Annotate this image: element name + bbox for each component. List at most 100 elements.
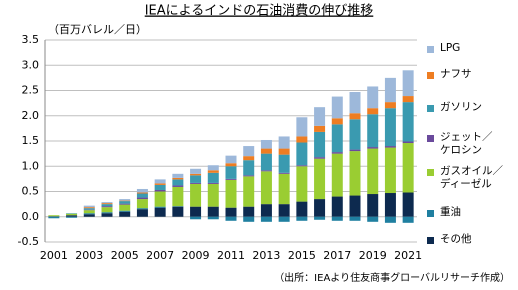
bar-segment <box>136 209 148 217</box>
bar-segment <box>243 175 255 177</box>
bar-segment <box>296 201 308 217</box>
bar-segment <box>278 204 290 217</box>
bar-segment <box>154 183 166 185</box>
legend-label: ガソリン <box>440 101 482 113</box>
legend-label: ジェット／ ケロシン <box>440 131 493 156</box>
bar-segment <box>314 199 326 217</box>
bar-segment <box>154 189 166 192</box>
bar-segment <box>296 166 308 202</box>
bar-segment <box>207 165 219 171</box>
bar-segment <box>243 156 255 161</box>
bar-segment <box>207 170 219 173</box>
x-tick-label: 2011 <box>217 249 245 262</box>
bar-segment <box>331 118 343 125</box>
bar-segment <box>190 216 202 220</box>
bar-segment <box>172 186 184 207</box>
bar-segment <box>172 173 184 178</box>
bar-segment <box>314 157 326 159</box>
x-tick-label: 2007 <box>146 249 174 262</box>
y-tick-label: 3.5 <box>22 33 40 46</box>
y-axis-label: （百万バレル／日） <box>48 23 147 36</box>
bar-segment <box>278 173 290 205</box>
bar-segment <box>101 204 113 207</box>
bar-segment <box>349 92 361 114</box>
bar-segment <box>66 213 78 214</box>
bar-segment <box>190 183 202 207</box>
bar-segment <box>225 163 237 167</box>
bar-segment <box>83 214 95 217</box>
legend-swatch <box>427 169 434 176</box>
bar-segment <box>243 160 255 176</box>
bar-segment <box>296 117 308 137</box>
bar-segment <box>243 146 255 157</box>
x-tick-label: 2015 <box>288 249 316 262</box>
bar-segment <box>260 148 272 154</box>
bar-segment <box>296 216 308 221</box>
bar-segment <box>331 216 343 221</box>
bar-segment <box>402 102 414 142</box>
bar-segment <box>384 102 396 109</box>
bar-segment <box>119 200 131 202</box>
bar-segment <box>119 204 131 211</box>
bar-segment <box>119 203 131 205</box>
bar-segment <box>136 208 148 210</box>
bar-segment <box>207 216 219 220</box>
bar-segment <box>260 153 272 171</box>
bar-segment <box>402 141 414 144</box>
bar-segment <box>331 196 343 217</box>
bar-segment <box>278 172 290 174</box>
bar-segment <box>66 213 78 216</box>
bar-segment <box>331 153 343 197</box>
bar-segment <box>83 208 95 210</box>
bar-segment <box>225 166 237 179</box>
x-tick-label: 2019 <box>359 249 387 262</box>
x-tick-label: 2017 <box>323 249 351 262</box>
bar-segment <box>367 216 379 222</box>
bar-segment <box>260 204 272 217</box>
x-tick-label: 2021 <box>394 249 422 262</box>
x-tick-label: 2009 <box>182 249 210 262</box>
bar-segment <box>101 203 113 205</box>
bar-segment <box>384 193 396 217</box>
bar-segment <box>101 206 113 208</box>
bar-segment <box>367 147 379 149</box>
x-tick-label: 2005 <box>111 249 139 262</box>
bar-segment <box>101 212 113 214</box>
legend-label: その他 <box>440 233 472 245</box>
bar-segment <box>190 182 202 184</box>
bar-segment <box>314 158 326 200</box>
bar-segment <box>278 148 290 155</box>
bar-segment <box>402 192 414 217</box>
bar-segment <box>225 216 237 221</box>
bar-segment <box>260 139 272 149</box>
source-note: （出所：IEAより住友商事グローバルリサーチ作成） <box>274 271 510 284</box>
bar-segment <box>367 86 379 109</box>
bar-segment <box>83 210 95 214</box>
bar-segment <box>384 146 396 148</box>
bar-segment <box>119 201 131 204</box>
bar-segment <box>190 206 202 217</box>
bar-segment <box>172 179 184 186</box>
y-tick-label: 3.0 <box>22 58 40 71</box>
bar-segment <box>278 154 290 173</box>
legend-swatch <box>427 72 434 79</box>
bar-segment <box>101 207 113 213</box>
bar-segment <box>190 173 202 176</box>
bar-segment <box>349 149 361 152</box>
bar-segment <box>278 136 290 149</box>
legend-swatch <box>427 135 434 142</box>
bar-segment <box>136 199 148 209</box>
y-tick-label: 1.0 <box>22 159 40 172</box>
bar-segment <box>331 152 343 154</box>
bar-segment <box>172 206 184 217</box>
bar-segment <box>154 179 166 184</box>
x-tick-label: 2013 <box>252 249 280 262</box>
bar-segment <box>136 188 148 193</box>
bar-segment <box>384 108 396 147</box>
x-tick-label: 2001 <box>40 249 68 262</box>
bar-segment <box>172 206 184 207</box>
bar-segment <box>296 165 308 167</box>
legend-swatch <box>427 46 434 53</box>
